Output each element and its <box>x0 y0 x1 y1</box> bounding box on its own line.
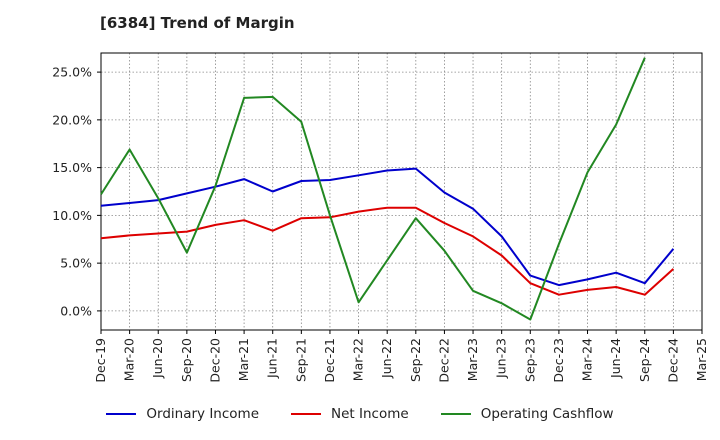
x-tick-label: Dec-19 <box>93 338 108 383</box>
y-tick-label: 10.0% <box>52 208 92 223</box>
legend-swatch-net-income <box>291 413 322 415</box>
legend-item-operating-cashflow: Operating Cashflow <box>440 406 614 422</box>
series-line-ordinary-income <box>100 167 675 287</box>
y-tick-label: 20.0% <box>52 112 92 127</box>
legend-item-ordinary-income: Ordinary Income <box>106 406 259 422</box>
y-tick-label: 25.0% <box>52 65 92 80</box>
x-tick-label: Dec-20 <box>207 338 222 383</box>
x-tick-label: Sep-21 <box>293 338 308 382</box>
x-tick-label: Jun-21 <box>265 338 280 379</box>
x-tick-label: Dec-22 <box>436 338 451 383</box>
x-tick-label: Dec-24 <box>665 338 680 383</box>
x-tick-label: Jun-23 <box>494 338 509 379</box>
x-tick-label: Sep-23 <box>522 338 537 382</box>
plot-frame <box>100 52 703 331</box>
series-line-operating-cashflow <box>100 57 646 321</box>
x-tick-label: Mar-24 <box>580 338 595 381</box>
chart-title: [6384] Trend of Margin <box>100 14 295 32</box>
legend-label-operating-cashflow: Operating Cashflow <box>480 406 614 422</box>
x-tick-label: Sep-20 <box>179 338 194 382</box>
legend-item-net-income: Net Income <box>291 406 409 422</box>
legend-label-ordinary-income: Ordinary Income <box>146 406 260 422</box>
y-tick-label: 5.0% <box>60 256 92 271</box>
x-tick-label: Mar-22 <box>351 338 366 381</box>
legend-label-net-income: Net Income <box>331 406 409 422</box>
axis-layer: 0.0% 5.0% 10.0% 15.0% 20.0% 25.0% Dec-19 Mar-20… <box>52 52 709 383</box>
x-tick-label: Mar-21 <box>236 338 251 381</box>
legend-swatch-operating-cashflow <box>440 413 471 415</box>
x-tick-label: Mar-25 <box>694 338 709 381</box>
x-tick-label: Sep-22 <box>408 338 423 382</box>
chart-legend: Ordinary Income Net Income Operating Cas… <box>0 400 720 428</box>
x-tick-label: Mar-23 <box>465 338 480 381</box>
y-tick-label: 15.0% <box>52 160 92 175</box>
x-tick-label: Mar-20 <box>122 338 137 381</box>
x-tick-label: Jun-20 <box>150 338 165 379</box>
x-tick-label: Sep-24 <box>637 338 652 382</box>
grid-layer <box>100 53 703 330</box>
x-tick-label: Jun-22 <box>379 338 394 379</box>
series-layer <box>100 57 675 321</box>
x-tick-label: Jun-24 <box>608 338 623 379</box>
x-tick-label: Dec-23 <box>551 338 566 383</box>
legend-swatch-ordinary-income <box>106 413 137 415</box>
x-tick-label: Dec-21 <box>322 338 337 383</box>
y-tick-label: 0.0% <box>60 303 92 318</box>
